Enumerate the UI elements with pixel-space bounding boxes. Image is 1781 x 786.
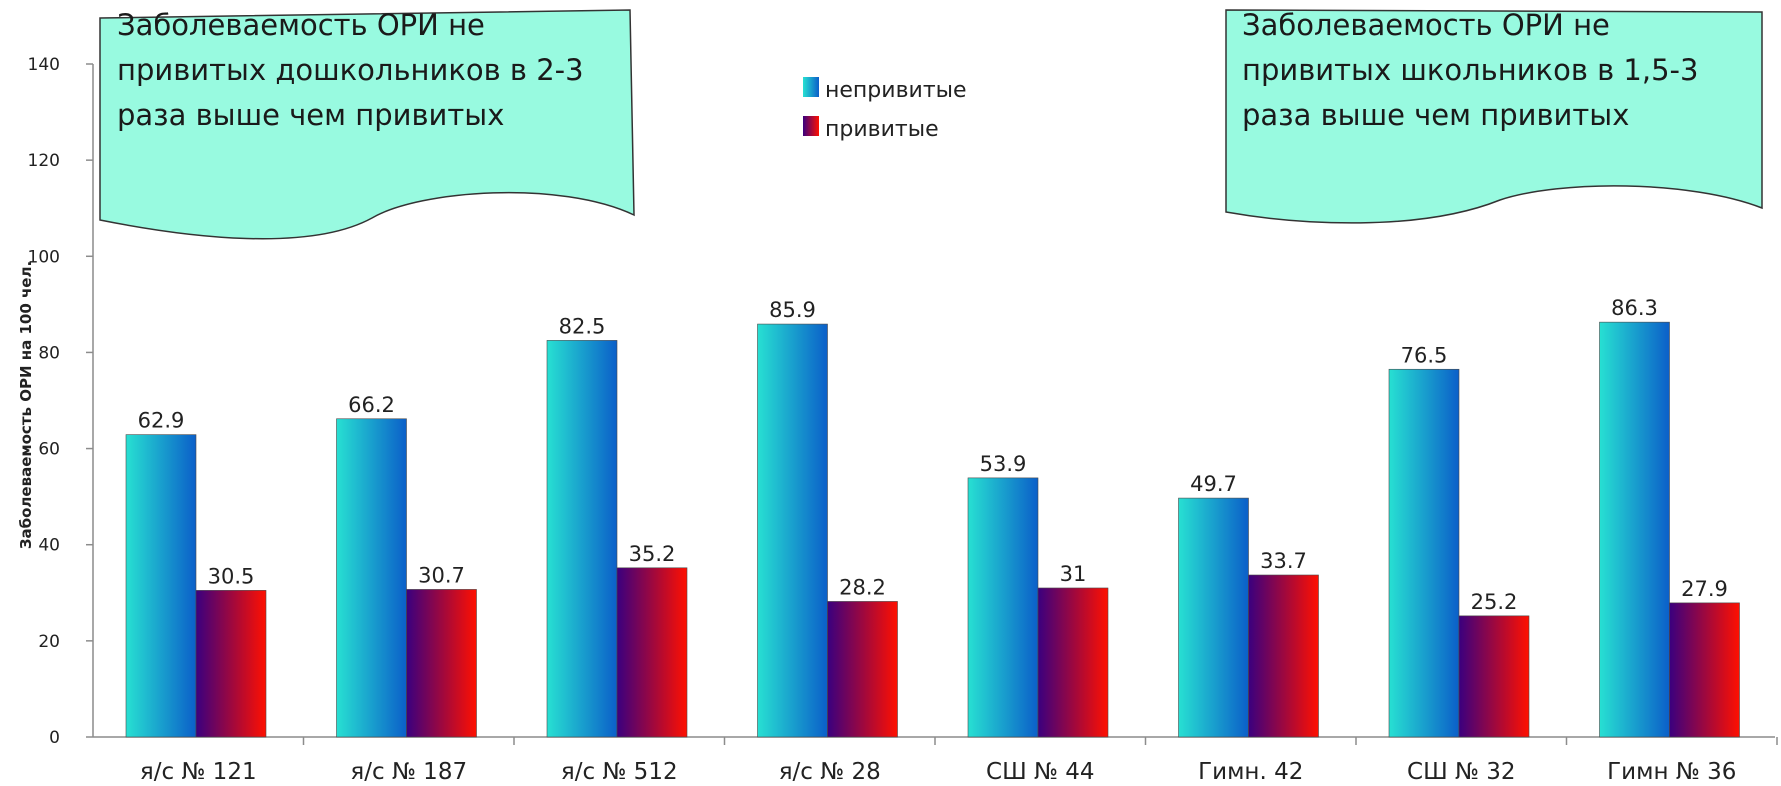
y-tick-label: 140 (28, 55, 60, 75)
y-tick-label: 20 (38, 632, 60, 652)
legend-label-unvaccinated: непривитые (825, 78, 967, 103)
x-category-label: я/с № 512 (561, 759, 678, 785)
data-label-vaccinated: 28.2 (839, 575, 886, 599)
data-label-vaccinated: 25.2 (1471, 590, 1518, 614)
callout-school-line-2: привитых школьников в 1,5-3 (1242, 53, 1698, 87)
bar-unvaccinated (1178, 497, 1249, 738)
data-label-unvaccinated: 53.9 (980, 452, 1027, 476)
bar-vaccinated (827, 601, 898, 738)
data-label-unvaccinated: 66.2 (348, 393, 395, 417)
bar-unvaccinated (1388, 368, 1460, 738)
callout-school-shape (1225, 9, 1763, 224)
y-axis-ticks: 0 20 40 60 80 100 120 140 (28, 55, 93, 748)
x-category-label: я/с № 28 (779, 759, 881, 785)
callout-school-line-1: Заболеваемость ОРИ не (1242, 8, 1610, 42)
x-axis-categories: я/с № 121 я/с № 187 я/с № 512 я/с № 28 СШ № … (140, 737, 1778, 785)
data-label-vaccinated: 27.9 (1681, 577, 1728, 601)
y-tick-label: 100 (28, 247, 60, 267)
x-category-label: Гимн. 42 (1198, 759, 1303, 785)
data-label-unvaccinated: 49.7 (1190, 472, 1237, 496)
y-tick-label: 60 (38, 440, 60, 460)
y-tick-label: 0 (49, 728, 60, 748)
y-tick-label: 120 (28, 151, 60, 171)
legend: непривитые привитые (803, 77, 967, 142)
bar-vaccinated (616, 567, 688, 738)
y-tick-label: 40 (38, 536, 60, 556)
legend-label-vaccinated: привитые (825, 117, 939, 142)
bar-vaccinated (1458, 615, 1530, 738)
bar-unvaccinated (757, 323, 828, 738)
callout-school: Заболеваемость ОРИ не привитых школьнико… (1225, 8, 1763, 224)
y-axis-label: Заболеваемость ОРИ на 100 чел. (17, 261, 35, 549)
data-label-vaccinated: 30.5 (208, 564, 255, 588)
data-label-vaccinated: 33.7 (1260, 549, 1307, 573)
bar-vaccinated (195, 590, 267, 738)
bar-unvaccinated (1599, 321, 1670, 738)
data-label-unvaccinated: 85.9 (769, 298, 816, 322)
bar-unvaccinated (336, 418, 407, 738)
callout-preschool-line-3: раза выше чем привитых (117, 98, 504, 132)
x-category-label: Гимн № 36 (1607, 759, 1736, 785)
bar-series: 62.9 66.2 82.5 85.9 53.9 49.7 76.5 86.3 30.5 30.7… (125, 296, 1740, 738)
bar-vaccinated (406, 589, 477, 738)
data-label-vaccinated: 35.2 (629, 542, 676, 566)
data-label-vaccinated: 31 (1060, 562, 1087, 586)
callout-preschool-line-2: привитых дошкольников в 2-3 (117, 53, 584, 87)
data-label-unvaccinated: 82.5 (559, 314, 606, 338)
y-tick-label: 80 (38, 343, 60, 363)
data-label-unvaccinated: 62.9 (138, 409, 185, 433)
callout-preschool: Заболеваемость ОРИ не привитых дошкольни… (99, 8, 635, 240)
data-label-unvaccinated: 76.5 (1401, 343, 1448, 367)
callout-preschool-shape (99, 9, 635, 240)
legend-swatch-vaccinated (803, 116, 819, 136)
legend-swatch-unvaccinated (803, 77, 819, 97)
bar-vaccinated (1037, 587, 1109, 738)
bar-vaccinated (1669, 602, 1740, 738)
data-label-vaccinated: 30.7 (418, 563, 465, 587)
bar-unvaccinated (546, 340, 618, 738)
x-category-label: СШ № 32 (1407, 759, 1515, 785)
callout-preschool-line-1: Заболеваемость ОРИ не (117, 8, 485, 42)
bar-unvaccinated (125, 434, 197, 738)
bar-unvaccinated (967, 477, 1039, 738)
data-label-unvaccinated: 86.3 (1611, 296, 1658, 320)
callout-school-line-3: раза выше чем привитых (1242, 98, 1629, 132)
x-category-label: СШ № 44 (986, 759, 1094, 785)
x-category-label: я/с № 187 (350, 759, 467, 785)
bar-vaccinated (1248, 574, 1319, 738)
x-category-label: я/с № 121 (140, 759, 257, 785)
